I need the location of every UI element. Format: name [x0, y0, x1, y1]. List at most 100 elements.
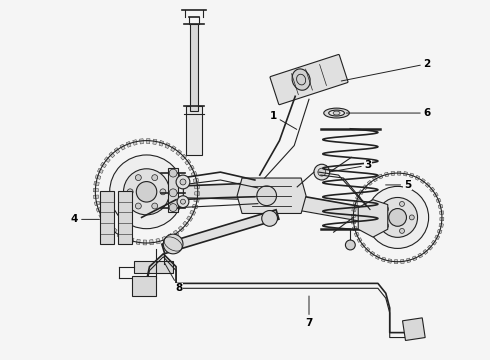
Text: 3: 3	[331, 160, 372, 172]
Circle shape	[110, 155, 183, 229]
Text: 5: 5	[386, 180, 411, 190]
Polygon shape	[365, 247, 370, 252]
Polygon shape	[375, 255, 380, 260]
Polygon shape	[391, 171, 394, 176]
Circle shape	[384, 223, 389, 228]
Polygon shape	[423, 249, 428, 255]
Circle shape	[163, 234, 183, 254]
Polygon shape	[440, 217, 444, 221]
Circle shape	[152, 203, 158, 209]
Polygon shape	[439, 224, 443, 227]
Polygon shape	[176, 150, 182, 156]
Circle shape	[160, 189, 166, 195]
Polygon shape	[129, 238, 134, 243]
Polygon shape	[102, 219, 108, 224]
Polygon shape	[438, 204, 443, 208]
Circle shape	[169, 169, 177, 177]
Polygon shape	[436, 198, 441, 203]
Polygon shape	[358, 200, 388, 237]
Ellipse shape	[329, 110, 344, 116]
Polygon shape	[162, 237, 167, 242]
Polygon shape	[168, 168, 178, 212]
Polygon shape	[433, 192, 438, 197]
Polygon shape	[361, 243, 366, 248]
Polygon shape	[104, 157, 110, 162]
Circle shape	[257, 186, 276, 206]
Polygon shape	[191, 171, 197, 176]
Circle shape	[378, 198, 417, 237]
Circle shape	[180, 179, 186, 185]
Circle shape	[262, 211, 277, 226]
Polygon shape	[134, 261, 173, 273]
Polygon shape	[183, 221, 189, 227]
Circle shape	[127, 189, 133, 195]
Polygon shape	[410, 173, 414, 178]
Polygon shape	[401, 259, 404, 264]
Circle shape	[136, 181, 157, 202]
Polygon shape	[153, 139, 157, 144]
Polygon shape	[193, 178, 198, 183]
Polygon shape	[354, 232, 359, 237]
Polygon shape	[118, 191, 132, 244]
Polygon shape	[425, 183, 430, 188]
Polygon shape	[181, 154, 187, 160]
Polygon shape	[114, 148, 120, 154]
Polygon shape	[140, 139, 144, 144]
Polygon shape	[394, 260, 397, 264]
Polygon shape	[353, 201, 358, 206]
Polygon shape	[381, 257, 386, 262]
Polygon shape	[136, 239, 140, 244]
Polygon shape	[165, 143, 170, 149]
Polygon shape	[428, 245, 433, 250]
Polygon shape	[95, 201, 100, 206]
Polygon shape	[352, 208, 356, 211]
Polygon shape	[132, 276, 156, 296]
Polygon shape	[98, 168, 103, 174]
FancyBboxPatch shape	[270, 54, 348, 105]
Polygon shape	[188, 165, 194, 171]
Polygon shape	[195, 192, 200, 195]
Text: 6: 6	[346, 108, 431, 118]
Polygon shape	[187, 216, 193, 221]
Circle shape	[318, 168, 326, 176]
Polygon shape	[415, 175, 420, 180]
Polygon shape	[112, 228, 117, 234]
Polygon shape	[126, 141, 131, 147]
Polygon shape	[185, 159, 191, 165]
Polygon shape	[402, 318, 425, 341]
Polygon shape	[99, 213, 105, 219]
Polygon shape	[95, 175, 101, 179]
Polygon shape	[171, 146, 176, 152]
Polygon shape	[168, 234, 173, 239]
Polygon shape	[194, 198, 199, 202]
Text: 1: 1	[270, 111, 297, 129]
Circle shape	[176, 175, 190, 189]
Polygon shape	[418, 253, 423, 258]
Circle shape	[180, 199, 185, 204]
Polygon shape	[94, 181, 99, 185]
Polygon shape	[356, 195, 361, 200]
Text: 4: 4	[71, 215, 99, 224]
Polygon shape	[178, 226, 184, 232]
Polygon shape	[192, 204, 198, 209]
Ellipse shape	[324, 108, 349, 118]
Polygon shape	[162, 210, 279, 254]
Polygon shape	[117, 232, 122, 238]
Polygon shape	[159, 140, 164, 146]
Circle shape	[345, 240, 355, 250]
Circle shape	[384, 207, 389, 212]
Polygon shape	[173, 230, 179, 236]
Polygon shape	[359, 190, 364, 194]
Polygon shape	[407, 258, 411, 263]
Polygon shape	[352, 226, 357, 230]
Circle shape	[409, 215, 414, 220]
Circle shape	[135, 175, 141, 181]
Polygon shape	[397, 171, 401, 175]
Polygon shape	[109, 152, 115, 158]
Circle shape	[399, 229, 404, 233]
Polygon shape	[147, 139, 150, 144]
Polygon shape	[372, 177, 377, 182]
Polygon shape	[420, 179, 425, 184]
Polygon shape	[123, 235, 128, 241]
Polygon shape	[100, 191, 114, 244]
